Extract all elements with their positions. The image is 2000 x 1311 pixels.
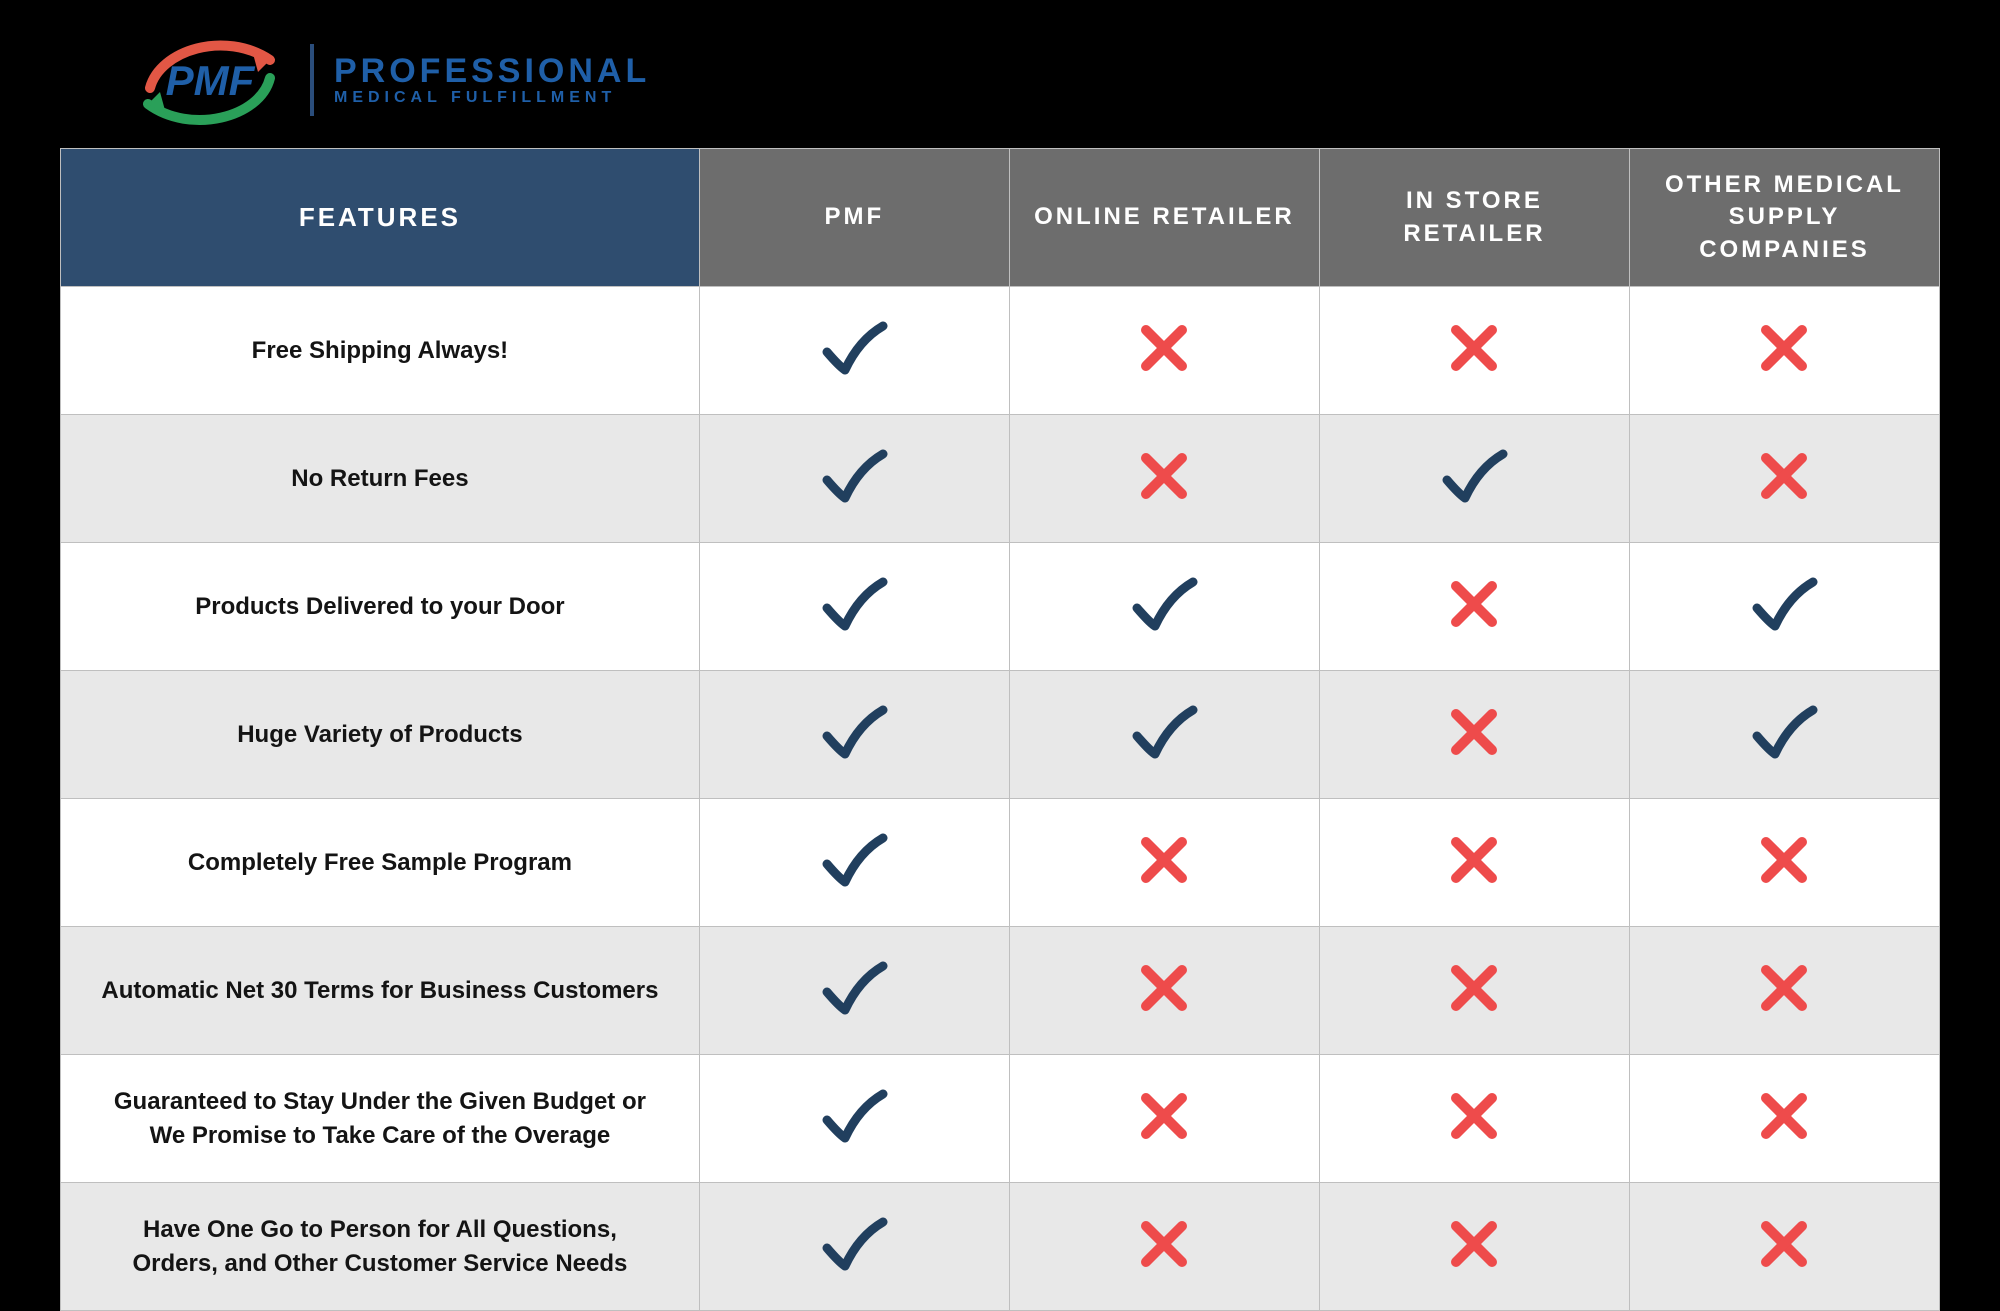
logo-line2: MEDICAL FULFILLMENT — [334, 90, 650, 106]
mark-cell-online — [1009, 799, 1319, 927]
table-row: Huge Variety of Products — [61, 671, 1940, 799]
table-row: Completely Free Sample Program — [61, 799, 1940, 927]
cross-icon — [1749, 318, 1819, 378]
check-icon — [819, 574, 889, 634]
mark-cell-other — [1629, 1183, 1939, 1311]
mark-cell-other — [1629, 799, 1939, 927]
check-icon — [819, 830, 889, 890]
page-container: PMF PROFESSIONAL MEDICAL FULFILLMENT FEA… — [60, 30, 1940, 1311]
col-header-pmf: PMF — [699, 149, 1009, 287]
table-row: No Return Fees — [61, 415, 1940, 543]
mark-cell-online — [1009, 543, 1319, 671]
mark-cell-online — [1009, 415, 1319, 543]
mark-cell-instore — [1319, 543, 1629, 671]
logo: PMF PROFESSIONAL MEDICAL FULFILLMENT — [130, 30, 1940, 130]
mark-cell-other — [1629, 287, 1939, 415]
cross-icon — [1439, 574, 1509, 634]
mark-cell-instore — [1319, 799, 1629, 927]
feature-cell: Free Shipping Always! — [61, 287, 700, 415]
col-header-instore: IN STORE RETAILER — [1319, 149, 1629, 287]
mark-cell-online — [1009, 927, 1319, 1055]
cross-icon — [1439, 958, 1509, 1018]
col-header-online: ONLINE RETAILER — [1009, 149, 1319, 287]
cross-icon — [1129, 1214, 1199, 1274]
mark-cell-pmf — [699, 671, 1009, 799]
cross-icon — [1749, 830, 1819, 890]
cross-icon — [1749, 1214, 1819, 1274]
check-icon — [819, 446, 889, 506]
check-icon — [819, 958, 889, 1018]
cross-icon — [1439, 830, 1509, 890]
mark-cell-instore — [1319, 1055, 1629, 1183]
mark-cell-online — [1009, 671, 1319, 799]
mark-cell-instore — [1319, 927, 1629, 1055]
cross-icon — [1439, 1086, 1509, 1146]
feature-cell: Have One Go to Person for All Questions,… — [61, 1183, 700, 1311]
check-icon — [1439, 446, 1509, 506]
logo-divider — [310, 44, 314, 116]
table-row: Free Shipping Always! — [61, 287, 1940, 415]
check-icon — [1749, 702, 1819, 762]
mark-cell-instore — [1319, 671, 1629, 799]
check-icon — [819, 1086, 889, 1146]
cross-icon — [1129, 318, 1199, 378]
check-icon — [1749, 574, 1819, 634]
feature-cell: Huge Variety of Products — [61, 671, 700, 799]
col-header-other: OTHER MEDICAL SUPPLY COMPANIES — [1629, 149, 1939, 287]
mark-cell-pmf — [699, 543, 1009, 671]
feature-cell: No Return Fees — [61, 415, 700, 543]
cross-icon — [1129, 958, 1199, 1018]
feature-cell: Completely Free Sample Program — [61, 799, 700, 927]
mark-cell-instore — [1319, 1183, 1629, 1311]
mark-cell-pmf — [699, 1183, 1009, 1311]
check-icon — [1129, 702, 1199, 762]
table-row: Have One Go to Person for All Questions,… — [61, 1183, 1940, 1311]
mark-cell-instore — [1319, 415, 1629, 543]
cross-icon — [1129, 446, 1199, 506]
check-icon — [819, 1214, 889, 1274]
cross-icon — [1439, 702, 1509, 762]
comparison-table: FEATURES PMF ONLINE RETAILER IN STORE RE… — [60, 148, 1940, 1311]
table-row: Automatic Net 30 Terms for Business Cust… — [61, 927, 1940, 1055]
cross-icon — [1749, 1086, 1819, 1146]
logo-mark: PMF — [130, 30, 290, 130]
mark-cell-pmf — [699, 1055, 1009, 1183]
mark-cell-online — [1009, 287, 1319, 415]
mark-cell-other — [1629, 671, 1939, 799]
cross-icon — [1129, 1086, 1199, 1146]
cross-icon — [1439, 318, 1509, 378]
cross-icon — [1749, 958, 1819, 1018]
feature-cell: Products Delivered to your Door — [61, 543, 700, 671]
cross-icon — [1129, 830, 1199, 890]
logo-abbr: PMF — [166, 57, 256, 104]
mark-cell-other — [1629, 543, 1939, 671]
feature-cell: Automatic Net 30 Terms for Business Cust… — [61, 927, 700, 1055]
mark-cell-pmf — [699, 799, 1009, 927]
mark-cell-pmf — [699, 927, 1009, 1055]
check-icon — [819, 702, 889, 762]
mark-cell-online — [1009, 1183, 1319, 1311]
cross-icon — [1439, 1214, 1509, 1274]
check-icon — [1129, 574, 1199, 634]
mark-cell-pmf — [699, 287, 1009, 415]
mark-cell-pmf — [699, 415, 1009, 543]
table-row: Guaranteed to Stay Under the Given Budge… — [61, 1055, 1940, 1183]
table-row: Products Delivered to your Door — [61, 543, 1940, 671]
mark-cell-online — [1009, 1055, 1319, 1183]
mark-cell-other — [1629, 1055, 1939, 1183]
col-header-features: FEATURES — [61, 149, 700, 287]
mark-cell-other — [1629, 415, 1939, 543]
feature-cell: Guaranteed to Stay Under the Given Budge… — [61, 1055, 700, 1183]
mark-cell-other — [1629, 927, 1939, 1055]
check-icon — [819, 318, 889, 378]
table-header-row: FEATURES PMF ONLINE RETAILER IN STORE RE… — [61, 149, 1940, 287]
logo-text: PROFESSIONAL MEDICAL FULFILLMENT — [334, 54, 650, 106]
mark-cell-instore — [1319, 287, 1629, 415]
logo-line1: PROFESSIONAL — [334, 54, 650, 88]
cross-icon — [1749, 446, 1819, 506]
